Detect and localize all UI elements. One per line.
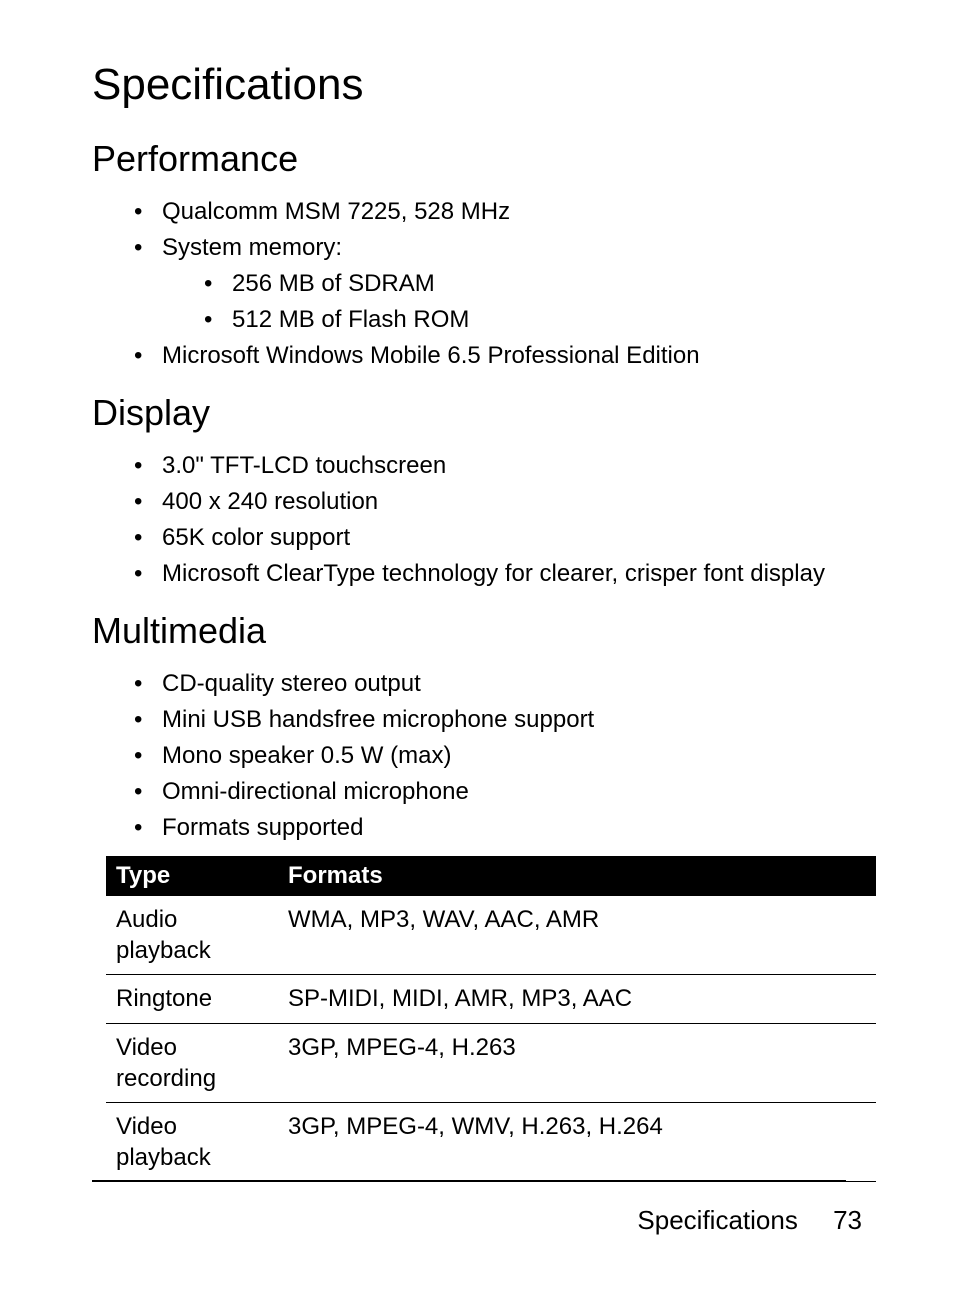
list-item: Microsoft Windows Mobile 6.5 Professiona… [134, 338, 862, 374]
list-item: Formats supported [134, 810, 862, 846]
list-item: Qualcomm MSM 7225, 528 MHz [134, 194, 862, 230]
performance-list: Qualcomm MSM 7225, 528 MHz System memory… [92, 194, 862, 374]
table-cell-formats: WMA, MP3, WAV, AAC, AMR [278, 896, 876, 975]
table-cell-type: Video recording [106, 1023, 278, 1102]
table-cell-type: Audio playback [106, 896, 278, 975]
table-cell-formats: 3GP, MPEG-4, WMV, H.263, H.264 [278, 1102, 876, 1181]
list-item: CD-quality stereo output [134, 666, 862, 702]
section-heading-multimedia: Multimedia [92, 610, 862, 652]
list-item: 3.0" TFT-LCD touchscreen [134, 448, 862, 484]
table-row: Video playback 3GP, MPEG-4, WMV, H.263, … [106, 1102, 876, 1181]
list-item: System memory: 256 MB of SDRAM 512 MB of… [134, 230, 862, 338]
memory-sublist: 256 MB of SDRAM 512 MB of Flash ROM [162, 266, 862, 338]
footer-label: Specifications [637, 1205, 797, 1235]
list-item: Microsoft ClearType technology for clear… [134, 556, 862, 592]
section-heading-performance: Performance [92, 138, 862, 180]
list-item-label: System memory: [162, 234, 342, 261]
list-item: Mono speaker 0.5 W (max) [134, 738, 862, 774]
list-item: 512 MB of Flash ROM [204, 302, 862, 338]
list-item: 400 x 240 resolution [134, 484, 862, 520]
table-cell-type: Ringtone [106, 975, 278, 1023]
table-row: Video recording 3GP, MPEG-4, H.263 [106, 1023, 876, 1102]
multimedia-list: CD-quality stereo output Mini USB handsf… [92, 666, 862, 846]
list-item: 256 MB of SDRAM [204, 266, 862, 302]
display-list: 3.0" TFT-LCD touchscreen 400 x 240 resol… [92, 448, 862, 592]
table-header-formats: Formats [278, 856, 876, 896]
table-row: Ringtone SP-MIDI, MIDI, AMR, MP3, AAC [106, 975, 876, 1023]
page-number: 73 [833, 1205, 862, 1235]
formats-table: Type Formats Audio playback WMA, MP3, WA… [106, 856, 876, 1182]
table-row: Audio playback WMA, MP3, WAV, AAC, AMR [106, 896, 876, 975]
list-item: Omni-directional microphone [134, 774, 862, 810]
list-item: Mini USB handsfree microphone support [134, 702, 862, 738]
footer: Specifications 73 [637, 1205, 862, 1236]
table-cell-formats: SP-MIDI, MIDI, AMR, MP3, AAC [278, 975, 876, 1023]
table-cell-type: Video playback [106, 1102, 278, 1181]
table-header-row: Type Formats [106, 856, 876, 896]
page-title: Specifications [92, 60, 862, 110]
table-header-type: Type [106, 856, 278, 896]
table-cell-formats: 3GP, MPEG-4, H.263 [278, 1023, 876, 1102]
section-heading-display: Display [92, 392, 862, 434]
footer-divider [92, 1180, 846, 1182]
list-item: 65K color support [134, 520, 862, 556]
